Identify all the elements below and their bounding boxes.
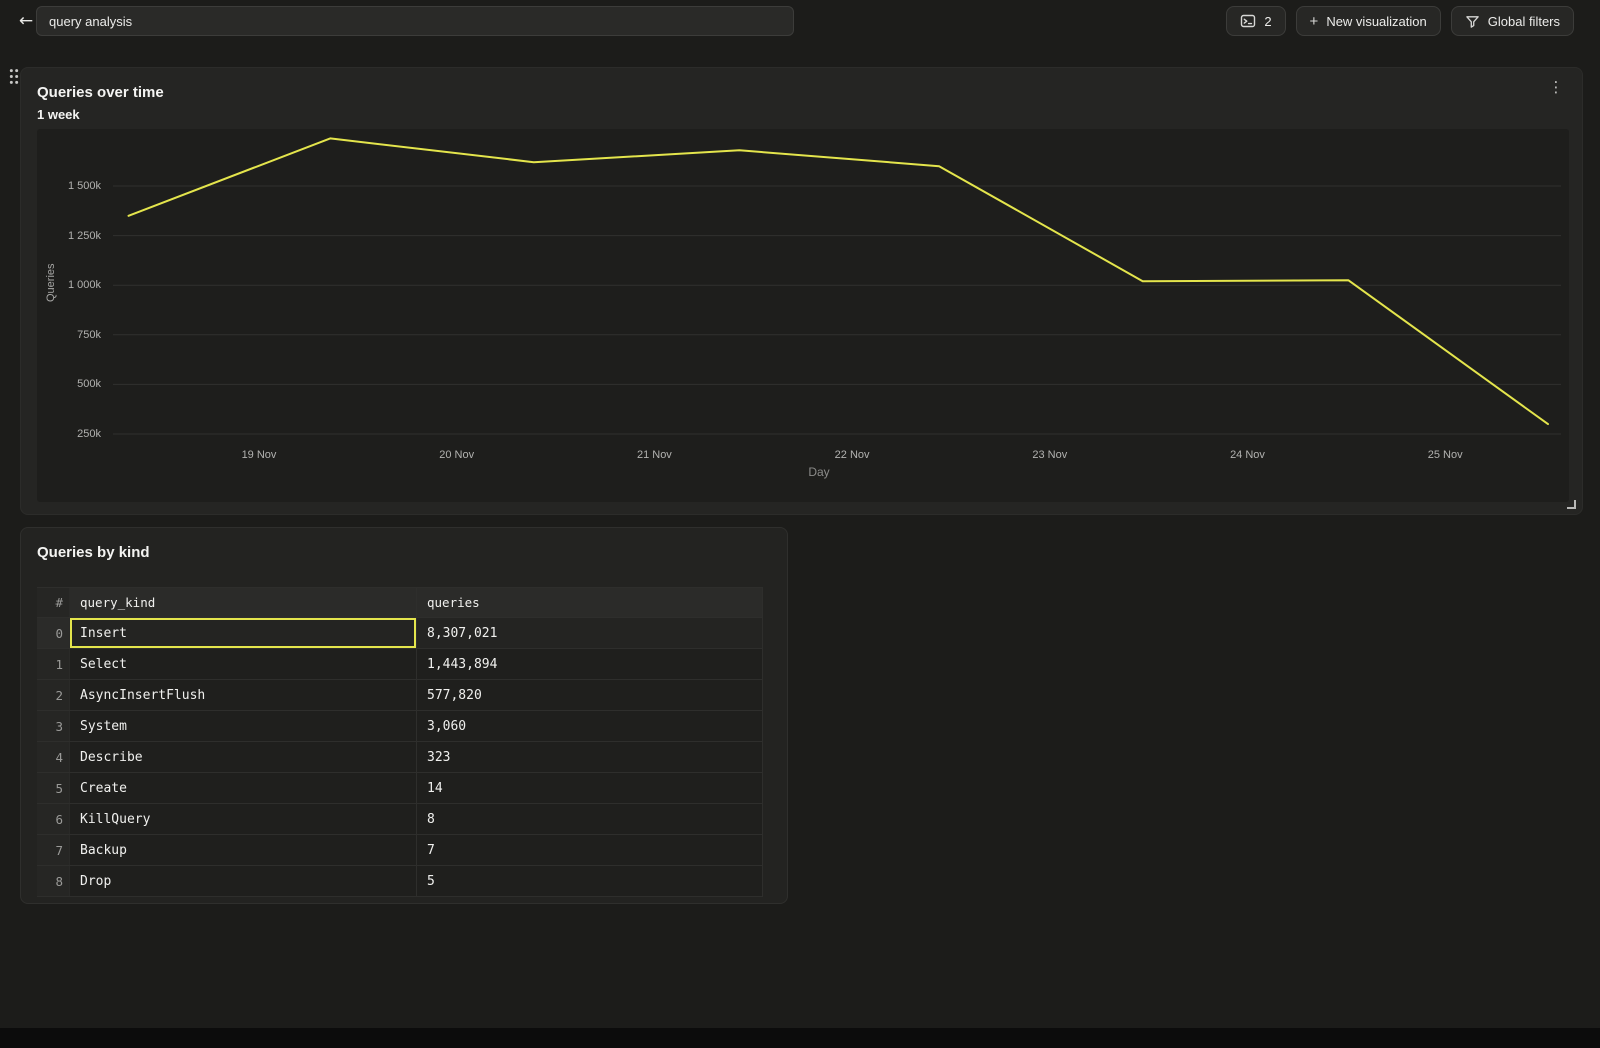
y-tick-label: 250k <box>77 428 101 440</box>
query-kind-cell[interactable]: Drop <box>69 866 416 896</box>
table-row[interactable]: 3 System 3,060 <box>37 710 762 741</box>
row-index-cell: 4 <box>37 742 69 772</box>
table-row[interactable]: 8 Drop 5 <box>37 865 762 896</box>
y-tick-label: 500k <box>77 378 101 391</box>
terminal-icon <box>1241 14 1256 28</box>
x-tick-label: 21 Nov <box>636 449 672 461</box>
x-tick-label: 22 Nov <box>834 449 870 461</box>
column-header-index: # <box>37 588 69 617</box>
kebab-menu-icon: ⋮ <box>1548 78 1564 96</box>
table-row[interactable]: 1 Select 1,443,894 <box>37 648 762 679</box>
query-kind-cell[interactable]: AsyncInsertFlush <box>69 680 416 710</box>
query-kind-cell[interactable]: System <box>69 711 416 741</box>
queries-cell[interactable]: 577,820 <box>416 680 762 710</box>
row-index-cell: 5 <box>37 773 69 803</box>
x-tick-label: 19 Nov <box>241 449 277 461</box>
new-visualization-label: New visualization <box>1326 13 1427 29</box>
chart-subtitle: 1 week <box>37 107 80 122</box>
table-row[interactable]: 7 Backup 7 <box>37 834 762 865</box>
chart-plot-area[interactable]: 1 500k 1 250k 1 000k 750k 500k 250k 19 Nov 20 … <box>37 129 1569 502</box>
back-arrow-icon: ← <box>18 11 34 31</box>
table-row[interactable]: 6 KillQuery 8 <box>37 803 762 834</box>
table-body: 0 Insert 8,307,021 1 Select 1,443,894 2 AsyncIn… <box>37 617 762 896</box>
row-index-cell: 7 <box>37 835 69 865</box>
queries-over-time-panel: Queries over time 1 week ⋮ 1 500k 1 250k 1… <box>20 67 1583 515</box>
queries-cell[interactable]: 5 <box>416 866 762 896</box>
row-index-cell: 3 <box>37 711 69 741</box>
x-tick-label: 20 Nov <box>439 449 475 461</box>
dashboard-title-input[interactable] <box>36 6 794 36</box>
queries-cell[interactable]: 14 <box>416 773 762 803</box>
y-axis-title: Queries <box>45 263 57 303</box>
column-header-query-kind: query_kind <box>69 588 416 617</box>
panel-menu-button[interactable]: ⋮ <box>1548 78 1564 96</box>
x-axis-title: Day <box>808 465 830 479</box>
x-tick-label: 24 Nov <box>1230 449 1265 461</box>
table-row[interactable]: 4 Describe 323 <box>37 741 762 772</box>
table-row[interactable]: 0 Insert 8,307,021 <box>37 617 762 648</box>
row-index-cell: 0 <box>37 618 69 648</box>
queries-cell[interactable]: 8 <box>416 804 762 834</box>
new-visualization-button[interactable]: + New visualization <box>1295 6 1441 36</box>
y-tick-label: 1 250k <box>67 229 101 242</box>
queries-by-kind-panel: Queries by kind # query_kind queries 0 In… <box>20 527 788 904</box>
global-filters-label: Global filters <box>1487 13 1560 29</box>
chart-title: Queries over time <box>37 84 164 101</box>
row-index-cell: 6 <box>37 804 69 834</box>
row-index-cell: 8 <box>37 866 69 896</box>
plus-icon: + <box>1309 12 1319 30</box>
query-kind-cell[interactable]: Describe <box>69 742 416 772</box>
panel-drag-handle[interactable] <box>8 68 20 85</box>
row-index-cell: 1 <box>37 649 69 679</box>
topbar-actions: 2 + New visualization Global filters <box>1226 6 1574 36</box>
resize-handle-icon[interactable] <box>1567 500 1576 509</box>
queries-line-chart <box>113 137 1561 435</box>
x-tick-label: 25 Nov <box>1427 449 1463 461</box>
funnel-icon <box>1465 15 1479 28</box>
table-header-row: # query_kind queries <box>37 587 762 617</box>
query-tabs-count: 2 <box>1264 13 1272 29</box>
drag-handle-icon <box>9 69 19 84</box>
query-kind-cell[interactable]: Create <box>69 773 416 803</box>
table-title: Queries by kind <box>37 544 150 561</box>
column-header-queries: queries <box>416 588 762 617</box>
queries-cell[interactable]: 7 <box>416 835 762 865</box>
query-kind-cell[interactable]: Insert <box>69 618 416 648</box>
queries-cell[interactable]: 1,443,894 <box>416 649 762 679</box>
query-kind-cell[interactable]: Backup <box>69 835 416 865</box>
queries-line <box>127 137 1549 426</box>
table-row[interactable]: 5 Create 14 <box>37 772 762 803</box>
y-tick-label: 1 000k <box>67 279 101 292</box>
queries-cell[interactable]: 8,307,021 <box>416 618 762 648</box>
y-tick-label: 1 500k <box>67 180 101 192</box>
queries-cell[interactable]: 3,060 <box>416 711 762 741</box>
back-button[interactable]: ← <box>14 9 38 33</box>
table-row[interactable]: 2 AsyncInsertFlush 577,820 <box>37 679 762 710</box>
query-kind-cell[interactable]: Select <box>69 649 416 679</box>
row-index-cell: 2 <box>37 680 69 710</box>
queries-cell[interactable]: 323 <box>416 742 762 772</box>
y-tick-label: 750k <box>77 328 101 341</box>
x-tick-label: 23 Nov <box>1032 449 1068 461</box>
topbar: ← 2 + New visualization Global filters <box>0 0 1600 42</box>
window-bottom-edge <box>0 1028 1600 1048</box>
query-kind-table: # query_kind queries 0 Insert 8,307,021 1 Se… <box>37 587 763 897</box>
query-kind-cell[interactable]: KillQuery <box>69 804 416 834</box>
query-tabs-button[interactable]: 2 <box>1226 6 1286 36</box>
global-filters-button[interactable]: Global filters <box>1450 6 1574 36</box>
